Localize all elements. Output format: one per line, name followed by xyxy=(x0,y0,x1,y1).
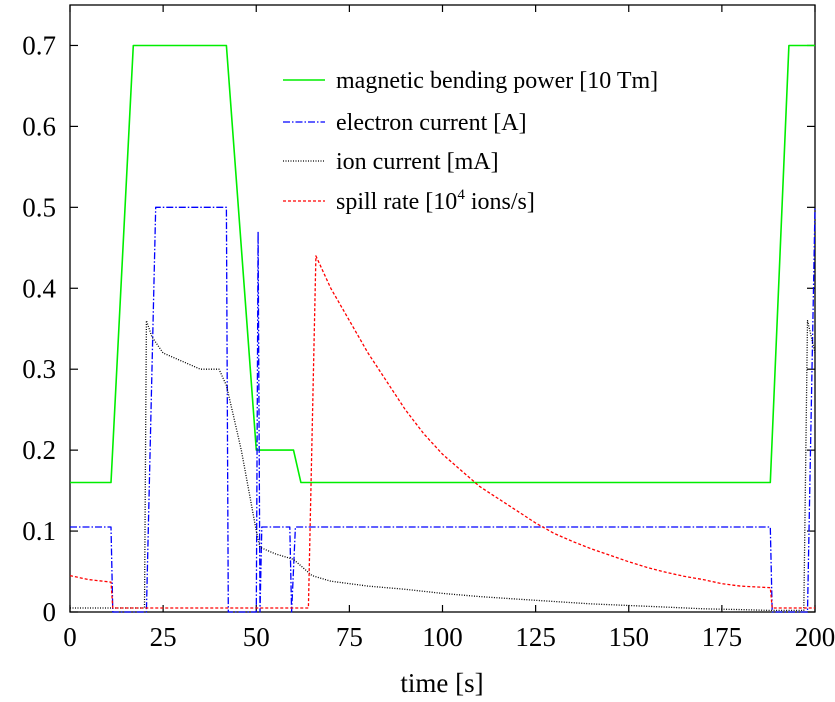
series-spill-rate xyxy=(69,255,815,609)
legend-label-spill-sup: 4 xyxy=(457,187,465,203)
y-tick-label: 0.7 xyxy=(22,30,56,60)
plot-frame xyxy=(69,4,816,613)
legend-label-spill-pre: spill rate [10 xyxy=(336,189,457,215)
y-tick-label: 0.1 xyxy=(22,516,56,546)
legend-label-electron: electron current [A] xyxy=(336,110,527,136)
x-tick-label: 75 xyxy=(336,622,363,652)
series-ion-current xyxy=(70,319,816,612)
y-tick-label: 0.2 xyxy=(22,435,56,465)
x-tick-label: 0 xyxy=(63,622,77,652)
y-tick-label: 0.5 xyxy=(22,192,56,222)
x-tick-label: 150 xyxy=(609,622,650,652)
x-tick-label: 125 xyxy=(515,622,556,652)
y-tick-label: 0.4 xyxy=(22,273,56,303)
y-tick-label: 0 xyxy=(43,597,57,627)
legend-label-magnetic: magnetic bending power [10 Tm] xyxy=(336,68,658,94)
x-tick-label: 175 xyxy=(702,622,743,652)
x-tick-label: 50 xyxy=(243,622,270,652)
axis-tick-labels: 0 25 50 75 100 125 150 175 200 0 0.1 0.2 0.3 0.4 0.5 0.… xyxy=(22,30,835,652)
x-tick-label: 100 xyxy=(422,622,463,652)
series-layer xyxy=(69,44,816,613)
legend-label-spill: spill rate [104 ions/s] xyxy=(336,187,535,215)
x-axis-title: time [s] xyxy=(400,668,483,698)
y-tick-label: 0.3 xyxy=(22,354,56,384)
legend-label-ion: ion current [mA] xyxy=(336,149,499,175)
series-magnetic-bending-power xyxy=(70,44,815,484)
x-tick-label: 25 xyxy=(150,622,177,652)
y-tick-label: 0.6 xyxy=(22,111,56,141)
x-tick-label: 200 xyxy=(795,622,835,652)
legend-label-spill-post: ions/s] xyxy=(465,189,535,215)
legend: magnetic bending power [10 Tm] electron … xyxy=(283,68,658,215)
series-electron-current xyxy=(70,206,816,613)
axis-ticks xyxy=(69,5,816,613)
